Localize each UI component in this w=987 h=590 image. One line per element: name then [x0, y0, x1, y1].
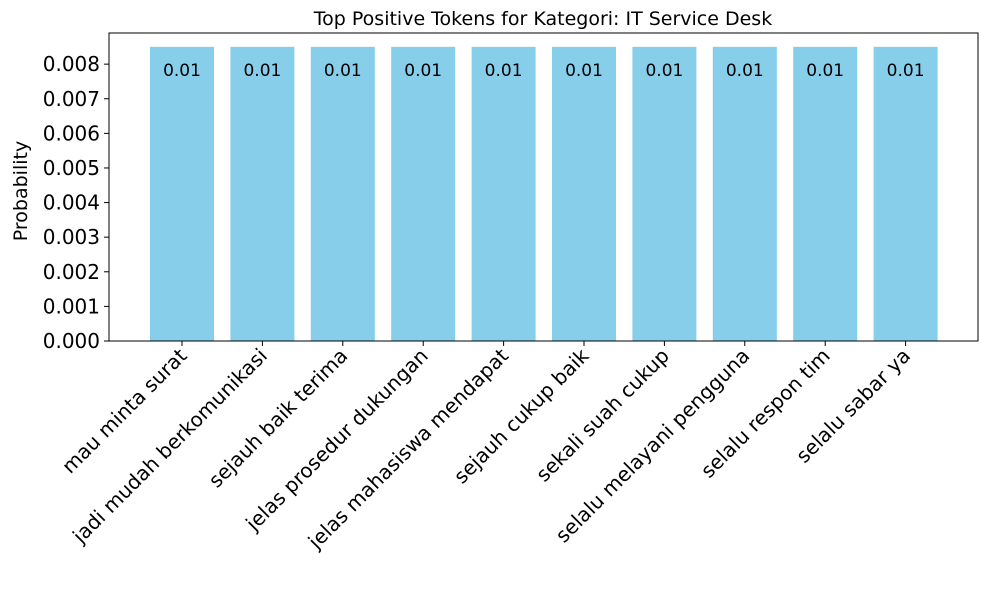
- bar: [552, 46, 616, 341]
- bar: [471, 46, 536, 341]
- y-tick-label: 0.001: [43, 294, 100, 318]
- y-tick-label: 0.007: [43, 87, 100, 111]
- data-label: 0.01: [645, 61, 683, 81]
- bar: [310, 46, 375, 341]
- y-tick-label: 0.005: [43, 156, 100, 180]
- bar: [230, 46, 295, 341]
- data-label: 0.01: [404, 61, 442, 81]
- bars-group: [150, 46, 938, 341]
- y-tick-label: 0.006: [43, 121, 100, 145]
- bar: [150, 46, 214, 341]
- bar: [632, 46, 697, 341]
- data-label: 0.01: [324, 61, 362, 81]
- data-label: 0.01: [806, 61, 844, 81]
- data-label: 0.01: [887, 61, 925, 81]
- data-label: 0.01: [243, 61, 281, 81]
- data-label: 0.01: [163, 61, 201, 81]
- data-label: 0.01: [565, 61, 603, 81]
- y-tick-label: 0.003: [43, 225, 100, 249]
- y-axis: 0.000 0.001 0.002 0.003 0.004 0.005 0.006 0.007…: [43, 52, 109, 353]
- y-tick-label: 0.008: [43, 52, 100, 76]
- chart-title: Top Positive Tokens for Kategori: IT Ser…: [313, 8, 772, 30]
- y-tick-label: 0.004: [43, 191, 100, 215]
- x-tick-label: sekali suah cukup: [531, 344, 674, 487]
- y-axis-label: Probability: [10, 141, 32, 241]
- bar: [873, 46, 938, 341]
- bar: [793, 46, 858, 341]
- plot-frame: [108, 32, 979, 342]
- data-labels-group: 0.01 0.01 0.01 0.01 0.01 0.01 0.01 0.01 0.01 0.01: [163, 61, 924, 81]
- y-tick-label: 0.000: [43, 329, 100, 353]
- x-tick-label: sejauh baik terima: [204, 344, 353, 493]
- data-label: 0.01: [485, 61, 523, 81]
- bar: [712, 46, 777, 341]
- x-tick-label: sejauh cukup baik: [449, 343, 594, 488]
- bar: [391, 46, 456, 341]
- y-tick-label: 0.002: [43, 260, 100, 284]
- data-label: 0.01: [726, 61, 764, 81]
